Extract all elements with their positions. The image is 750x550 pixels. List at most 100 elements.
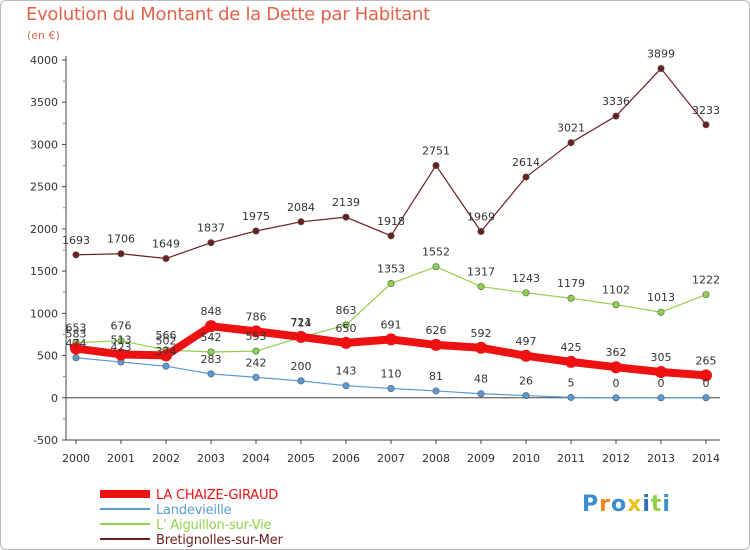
data-point	[387, 384, 395, 392]
data-point	[657, 65, 665, 73]
data-point	[522, 392, 530, 400]
data-point	[475, 341, 487, 354]
data-point	[700, 369, 712, 382]
data-label: 848	[201, 305, 222, 318]
logo-letter: i	[662, 492, 671, 517]
data-point	[522, 289, 530, 297]
data-point	[477, 228, 485, 236]
data-label: 1102	[602, 284, 630, 297]
data-point	[297, 377, 305, 385]
data-label: 1837	[197, 222, 225, 235]
chart-title: Evolution du Montant de la Dette par Hab…	[26, 4, 430, 25]
data-label: 362	[606, 346, 627, 359]
data-point	[477, 390, 485, 398]
data-point	[612, 394, 620, 402]
data-label: 1693	[62, 234, 90, 247]
data-label: 3336	[602, 95, 630, 108]
logo-letter: t	[650, 492, 663, 517]
data-point	[72, 354, 80, 362]
data-point	[252, 373, 260, 381]
data-label: 653	[66, 322, 87, 335]
data-label: 592	[471, 327, 492, 340]
data-label: 242	[246, 356, 267, 369]
data-point	[702, 291, 710, 299]
x-tick-label: 2005	[287, 452, 315, 465]
data-point	[432, 263, 440, 271]
data-point	[117, 337, 125, 345]
data-label: 3899	[647, 48, 675, 61]
logo-letter: r	[599, 492, 611, 517]
data-point	[160, 349, 172, 362]
data-point	[250, 325, 262, 338]
data-point	[207, 370, 215, 378]
x-tick-label: 2012	[602, 452, 630, 465]
data-point	[430, 338, 442, 351]
y-tick-label: 1500	[30, 265, 58, 278]
data-label: 0	[658, 377, 665, 390]
data-label: 2084	[287, 201, 315, 214]
data-label: 566	[156, 329, 177, 342]
data-point	[702, 121, 710, 129]
data-point	[432, 161, 440, 169]
data-point	[565, 355, 577, 368]
x-tick-label: 2009	[467, 452, 495, 465]
y-tick-label: 2000	[30, 223, 58, 236]
data-label: 2139	[332, 196, 360, 209]
data-point	[385, 333, 397, 346]
data-point	[610, 361, 622, 374]
y-tick-label: 0	[51, 392, 58, 405]
data-label: 26	[519, 375, 533, 388]
data-label: 1013	[647, 291, 675, 304]
data-point	[702, 394, 710, 402]
data-label: 1353	[377, 263, 405, 276]
y-tick-label: 4000	[30, 54, 58, 67]
data-label: 786	[246, 310, 267, 323]
data-point	[342, 321, 350, 329]
data-label: 1918	[377, 215, 405, 228]
data-label: 5	[568, 376, 575, 389]
data-labels-layer: 1693 1706 1649 1837 1975 2084 2139 1918 2751 1969…	[62, 48, 720, 390]
data-point	[70, 342, 82, 355]
data-point	[567, 294, 575, 302]
data-label: 425	[561, 341, 582, 354]
data-label: 3233	[692, 104, 720, 117]
y-tick-label: 500	[37, 350, 58, 363]
data-point	[252, 227, 260, 235]
logo-letter: P	[582, 492, 600, 517]
data-label: 714	[291, 316, 312, 329]
data-point	[612, 301, 620, 309]
data-point	[342, 213, 350, 221]
y-tick-label: 3500	[30, 96, 58, 109]
data-point	[567, 139, 575, 147]
data-label: 542	[201, 331, 222, 344]
data-label: 48	[474, 373, 488, 386]
data-point	[205, 320, 217, 333]
chart-unit-label: (en €)	[27, 29, 60, 42]
data-label: 1179	[557, 277, 585, 290]
data-point	[115, 348, 127, 361]
data-label: 691	[381, 318, 402, 331]
data-label: 305	[651, 351, 672, 364]
data-point	[162, 362, 170, 370]
data-label: 374	[156, 345, 177, 358]
data-point	[162, 255, 170, 263]
data-label: 1975	[242, 210, 270, 223]
data-point	[207, 348, 215, 356]
data-point	[72, 251, 80, 259]
data-point	[522, 173, 530, 181]
data-label: 2751	[422, 144, 450, 157]
x-tick-label: 2011	[557, 452, 585, 465]
data-point	[252, 347, 260, 355]
x-tick-label: 2000	[62, 452, 90, 465]
x-tick-label: 2006	[332, 452, 360, 465]
data-point	[207, 239, 215, 247]
data-label: 650	[336, 322, 357, 335]
data-label: 497	[516, 335, 537, 348]
data-label: 513	[111, 333, 132, 346]
x-tick-label: 2002	[152, 452, 180, 465]
data-point	[340, 336, 352, 349]
data-label: 474	[66, 337, 87, 350]
x-tick-label: 2008	[422, 452, 450, 465]
chart-axes: -500050010001500200025003000350040002000…	[30, 54, 720, 465]
